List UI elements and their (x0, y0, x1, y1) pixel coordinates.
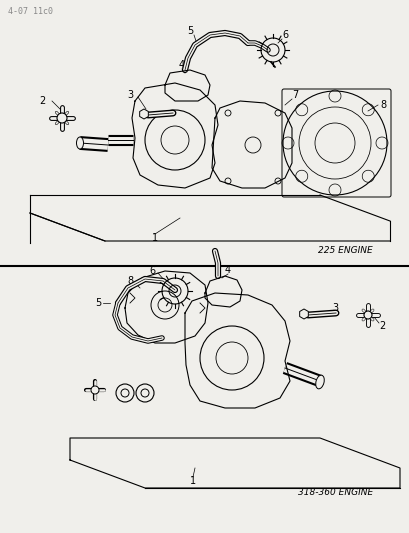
Text: 5: 5 (187, 26, 193, 36)
Text: 225 ENGINE: 225 ENGINE (317, 246, 372, 255)
Ellipse shape (315, 375, 324, 389)
Text: 5: 5 (94, 298, 101, 308)
Text: 318-360 ENGINE: 318-360 ENGINE (297, 488, 372, 497)
Text: 3: 3 (331, 303, 337, 313)
Text: 4-07 11c0: 4-07 11c0 (8, 7, 53, 16)
Circle shape (57, 113, 67, 123)
Text: 1: 1 (152, 233, 158, 243)
Circle shape (116, 384, 134, 402)
Text: 6: 6 (148, 266, 155, 276)
Text: 7: 7 (291, 90, 297, 100)
Circle shape (141, 389, 148, 397)
Ellipse shape (76, 137, 83, 149)
Circle shape (136, 384, 154, 402)
Circle shape (121, 389, 129, 397)
Text: 6: 6 (281, 30, 288, 40)
Text: 4: 4 (178, 60, 184, 70)
Text: 2: 2 (378, 321, 384, 331)
Text: 8: 8 (379, 100, 385, 110)
Text: 1: 1 (189, 476, 196, 486)
Text: 2: 2 (39, 96, 45, 106)
Text: 3: 3 (127, 90, 133, 100)
Circle shape (363, 311, 371, 319)
Circle shape (91, 386, 99, 394)
Text: 8: 8 (127, 276, 133, 286)
Text: 4: 4 (225, 265, 231, 275)
